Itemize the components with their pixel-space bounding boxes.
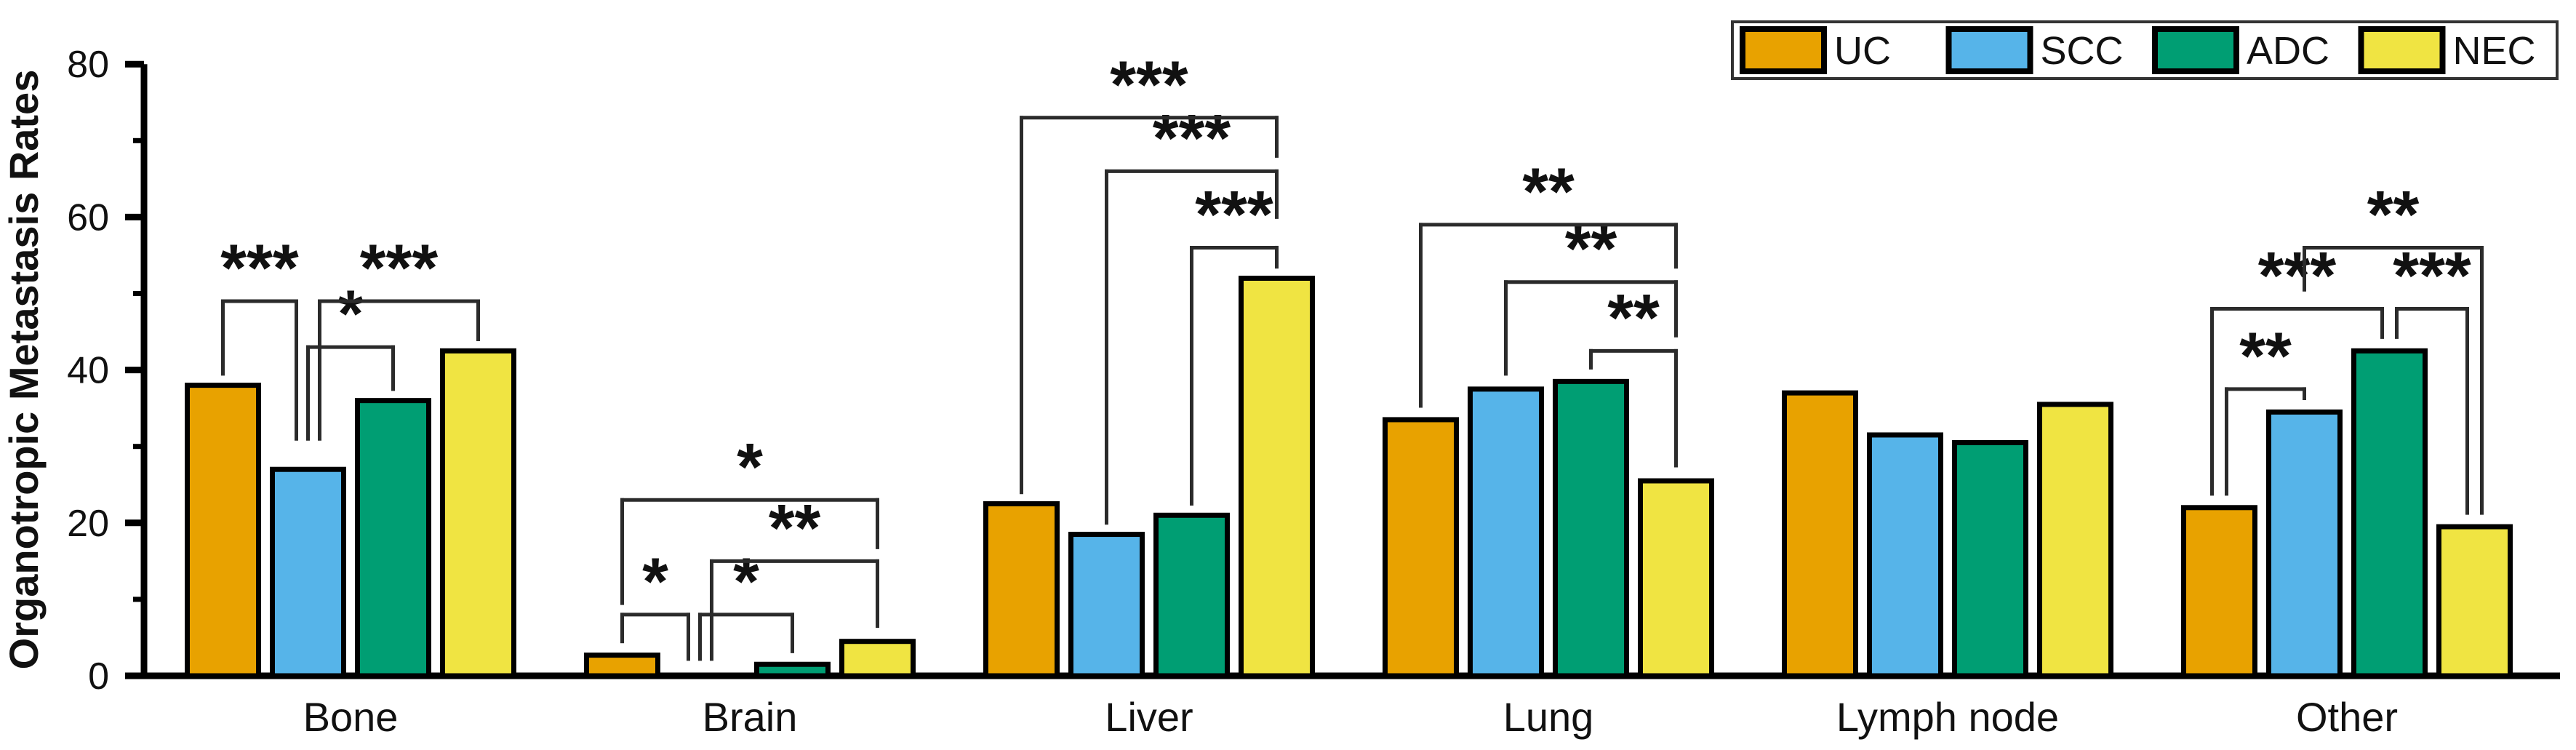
bar-adc-liver — [1153, 512, 1230, 679]
legend-swatch-nec — [2358, 26, 2446, 74]
bar-adc-lymph-node — [1952, 439, 2028, 679]
bar-adc-lung — [1553, 378, 1629, 679]
significance-stars: ** — [2239, 319, 2292, 394]
bar-scc-other — [2266, 409, 2343, 679]
bar-scc-liver — [1068, 532, 1145, 679]
legend-label-uc: UC — [1834, 29, 1891, 73]
significance-stars: *** — [1110, 48, 1188, 122]
legend-swatch-scc — [1945, 26, 2033, 74]
bar-uc-brain — [584, 653, 660, 679]
bar-scc-lung — [1468, 386, 1544, 679]
legend-label-nec: NEC — [2453, 29, 2536, 73]
y-tick-label: 80 — [67, 44, 109, 86]
x-category-label-lymph-node: Lymph node — [1836, 694, 2059, 740]
bar-scc-bone — [270, 466, 346, 679]
significance-stars: * — [737, 430, 763, 504]
bar-uc-liver — [983, 501, 1060, 679]
legend-label-adc: ADC — [2247, 29, 2329, 73]
significance-stars: ** — [769, 491, 821, 565]
bar-scc-lymph-node — [1867, 432, 1943, 679]
bar-nec-brain — [839, 639, 916, 679]
significance-stars: *** — [220, 231, 299, 306]
bar-nec-lymph-node — [2037, 402, 2113, 679]
bar-nec-other — [2436, 524, 2513, 679]
legend-label-scc: SCC — [2041, 29, 2124, 73]
bar-nec-liver — [1239, 275, 1315, 679]
y-tick-label: 60 — [67, 196, 109, 239]
significance-stars: ** — [1522, 155, 1575, 229]
significance-stars: * — [733, 545, 759, 619]
x-category-label-other: Other — [2296, 694, 2398, 740]
bar-uc-other — [2181, 505, 2257, 679]
significance-stars: *** — [360, 231, 439, 306]
bar-adc-other — [2351, 348, 2428, 679]
legend-swatch-adc — [2152, 26, 2239, 74]
significance-stars: *** — [2393, 239, 2471, 314]
significance-stars: *** — [1195, 177, 1273, 252]
bar-adc-brain — [754, 661, 831, 679]
significance-stars: *** — [1153, 101, 1231, 175]
significance-stars: * — [337, 277, 364, 351]
bar-uc-lymph-node — [1782, 390, 1858, 679]
y-axis-title: Organotropic Metastasis Rates — [1, 70, 47, 670]
bar-adc-bone — [355, 398, 431, 679]
bar-nec-lung — [1638, 478, 1714, 679]
significance-stars: * — [642, 545, 668, 619]
y-tick-label: 20 — [67, 503, 109, 545]
bar-uc-lung — [1383, 417, 1459, 679]
y-tick-label: 0 — [88, 655, 109, 698]
significance-stars: ** — [2367, 177, 2420, 252]
x-category-label-bone: Bone — [303, 694, 399, 740]
x-category-label-liver: Liver — [1105, 694, 1193, 740]
x-category-label-lung: Lung — [1503, 694, 1594, 740]
significance-stars: *** — [2258, 239, 2337, 314]
x-category-label-brain: Brain — [703, 694, 798, 740]
bar-uc-bone — [185, 383, 261, 679]
legend-swatch-uc — [1740, 26, 1827, 74]
y-tick-label: 40 — [67, 350, 109, 392]
significance-stars: ** — [1607, 281, 1660, 355]
bar-nec-bone — [440, 348, 516, 679]
